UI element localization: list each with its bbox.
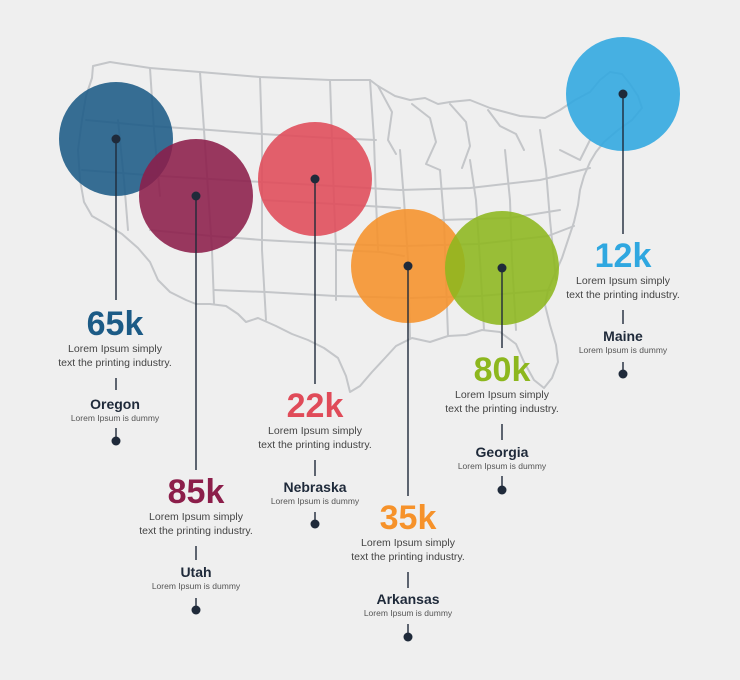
nebraska-end-dot	[310, 519, 320, 529]
maine-label: 12k Lorem Ipsum simply text the printing…	[563, 238, 683, 302]
arkansas-end-dot	[403, 632, 413, 642]
nebraska-description-line-1: Lorem Ipsum simply	[268, 425, 362, 437]
oregon-subtext: Lorem Ipsum is dummy	[70, 413, 160, 423]
utah-subtext: Lorem Ipsum is dummy	[151, 581, 241, 591]
arkansas-label: 35k Lorem Ipsum simply text the printing…	[348, 500, 468, 564]
maine-value: 12k	[594, 237, 652, 275]
georgia-label: 80k Lorem Ipsum simply text the printing…	[442, 352, 562, 416]
maine-subtext: Lorem Ipsum is dummy	[578, 345, 668, 355]
nebraska-state: Nebraska Lorem Ipsum is dummy	[255, 478, 375, 507]
nebraska-description-line-2: text the printing industry.	[258, 439, 372, 451]
maine-description-line-2: text the printing industry.	[566, 289, 680, 301]
oregon-description-line-2: text the printing industry.	[58, 357, 172, 369]
oregon-description-line-1: Lorem Ipsum simply	[68, 343, 162, 355]
arkansas-state-name: Arkansas	[376, 591, 440, 607]
georgia-subtext: Lorem Ipsum is dummy	[457, 461, 547, 471]
oregon-location-dot	[111, 134, 121, 144]
arkansas-description-line-1: Lorem Ipsum simply	[361, 537, 455, 549]
nebraska-location-dot	[310, 174, 320, 184]
georgia-description-line-1: Lorem Ipsum simply	[455, 389, 549, 401]
utah-description-line-1: Lorem Ipsum simply	[149, 511, 243, 523]
utah-description-line-2: text the printing industry.	[139, 525, 253, 537]
georgia-value: 80k	[473, 351, 531, 389]
maine-state: Maine Lorem Ipsum is dummy	[563, 327, 683, 356]
arkansas-state: Arkansas Lorem Ipsum is dummy	[348, 590, 468, 619]
georgia-end-dot	[497, 485, 507, 495]
maine-location-dot	[618, 89, 628, 99]
nebraska-label: 22k Lorem Ipsum simply text the printing…	[255, 388, 375, 452]
maine-state-name: Maine	[603, 328, 643, 344]
georgia-location-dot	[497, 263, 507, 273]
arkansas-location-dot	[403, 261, 413, 271]
oregon-state: Oregon Lorem Ipsum is dummy	[55, 395, 175, 424]
utah-value: 85k	[167, 473, 225, 511]
utah-state: Utah Lorem Ipsum is dummy	[136, 563, 256, 592]
oregon-end-dot	[111, 436, 121, 446]
nebraska-value: 22k	[286, 387, 344, 425]
arkansas-value: 35k	[379, 499, 437, 537]
oregon-label: 65k Lorem Ipsum simply text the printing…	[55, 306, 175, 370]
utah-state-name: Utah	[180, 564, 212, 580]
oregon-state-name: Oregon	[90, 396, 140, 412]
arkansas-subtext: Lorem Ipsum is dummy	[363, 608, 453, 618]
georgia-state-name: Georgia	[475, 444, 529, 460]
oregon-value: 65k	[86, 305, 144, 343]
utah-end-dot	[191, 605, 201, 615]
georgia-state: Georgia Lorem Ipsum is dummy	[442, 443, 562, 472]
nebraska-state-name: Nebraska	[283, 479, 347, 495]
us-outline	[77, 61, 643, 393]
utah-location-dot	[191, 191, 201, 201]
georgia-description-line-2: text the printing industry.	[445, 403, 559, 415]
maine-end-dot	[618, 369, 628, 379]
nebraska-subtext: Lorem Ipsum is dummy	[270, 496, 360, 506]
arkansas-description-line-2: text the printing industry.	[351, 551, 465, 563]
utah-label: 85k Lorem Ipsum simply text the printing…	[136, 474, 256, 538]
maine-description-line-1: Lorem Ipsum simply	[576, 275, 670, 287]
